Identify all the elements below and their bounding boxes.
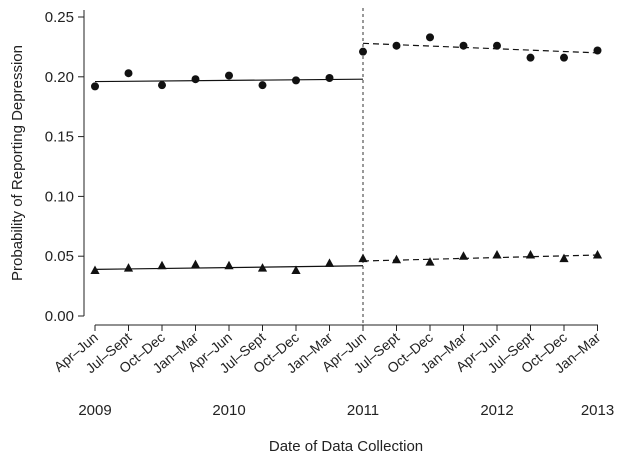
data-point-circle <box>560 53 568 62</box>
data-point-circle <box>258 81 267 90</box>
y-tick-label: 0.00 <box>45 308 74 325</box>
y-tick-label: 0.25 <box>45 9 74 26</box>
data-point-triangle <box>257 263 268 272</box>
year-label: 2009 <box>78 402 111 419</box>
x-axis-label: Date of Data Collection <box>269 438 423 455</box>
y-tick-label: 0.05 <box>45 248 74 265</box>
year-label: 2010 <box>212 402 245 419</box>
data-point-circle <box>359 47 367 56</box>
trend-lines <box>94 42 598 270</box>
data-point-circle <box>593 46 602 55</box>
data-point-triangle <box>425 257 435 266</box>
data-point-triangle <box>358 253 368 263</box>
data-point-circle <box>124 69 133 78</box>
trend-line-before <box>94 78 364 83</box>
data-points <box>90 33 603 275</box>
year-label: 2013 <box>581 402 614 419</box>
y-tick-label: 0.10 <box>45 188 74 205</box>
data-point-circle <box>392 41 401 50</box>
data-point-circle <box>493 41 501 50</box>
data-point-triangle <box>190 259 201 269</box>
data-point-triangle <box>592 250 603 259</box>
data-point-circle <box>292 76 300 85</box>
data-point-triangle <box>291 265 301 275</box>
trend-line-after <box>362 254 598 262</box>
data-point-triangle <box>559 253 569 263</box>
data-point-circle <box>191 75 200 84</box>
y-tick-label: 0.15 <box>45 129 74 146</box>
data-point-circle <box>526 53 535 62</box>
y-tick-label: 0.20 <box>45 69 74 86</box>
data-point-triangle <box>157 260 167 270</box>
axes <box>83 10 598 326</box>
data-point-triangle <box>224 260 234 270</box>
year-labels: 2009 2010 2011 2012 2013 <box>78 402 614 419</box>
data-point-circle <box>426 33 434 42</box>
y-axis-label: Probability of Reporting Depression <box>9 45 26 281</box>
data-point-triangle <box>324 258 335 267</box>
year-label: 2012 <box>480 402 513 419</box>
data-point-triangle <box>525 250 536 259</box>
y-ticks: 0.00 0.05 0.10 0.15 0.20 0.25 <box>45 9 84 325</box>
trend-line-after <box>362 42 598 54</box>
data-point-triangle <box>492 250 502 259</box>
x-ticks: Apr–JunJul–SeptOct–DecJan–MarApr–JunJul–… <box>51 325 604 376</box>
data-point-triangle <box>123 263 134 272</box>
data-point-circle <box>325 73 334 82</box>
data-point-triangle <box>458 251 469 260</box>
year-label: 2011 <box>347 402 379 419</box>
data-point-circle <box>225 71 233 80</box>
data-point-circle <box>91 82 99 91</box>
data-point-triangle <box>391 254 402 264</box>
data-point-triangle <box>90 265 100 275</box>
data-point-circle <box>158 81 166 90</box>
data-point-circle <box>459 41 468 50</box>
